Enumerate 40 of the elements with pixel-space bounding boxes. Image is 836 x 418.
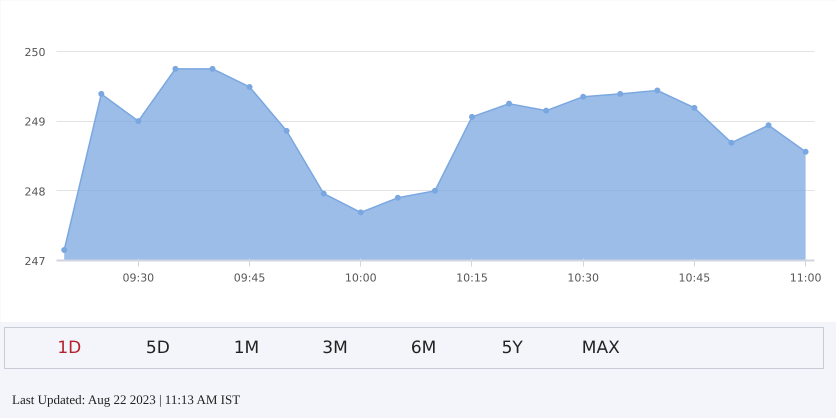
point: [543, 108, 550, 114]
point: [506, 100, 512, 107]
point: [210, 66, 216, 72]
point: [246, 84, 253, 90]
point: [135, 118, 142, 124]
point: [766, 122, 772, 128]
y-tick-label: 250: [24, 46, 46, 59]
x-tick-label: 09:30: [122, 272, 154, 284]
point: [580, 94, 586, 100]
point: [284, 128, 290, 134]
x-tick-label: 10:15: [456, 272, 488, 284]
point: [172, 66, 178, 72]
y-tick-label: 247: [24, 255, 46, 268]
y-tick-label: 249: [24, 116, 46, 129]
text: 1M: [232, 337, 260, 360]
point: [394, 194, 401, 201]
text: Last Updated: Aug 22 2023 | 11:13 AM IST: [12, 392, 240, 407]
point: [468, 114, 475, 120]
point: [98, 90, 104, 97]
x-tick-label: 09:45: [234, 272, 266, 284]
x-tick-label: 11:00: [790, 272, 822, 284]
text: 1D: [56, 337, 82, 360]
point: [61, 247, 68, 254]
point: [358, 209, 364, 216]
point: [728, 140, 734, 146]
point: [320, 190, 327, 197]
point: [617, 90, 624, 97]
point: [802, 148, 809, 155]
point: [654, 87, 660, 94]
text: 3M: [321, 337, 349, 360]
x-tick-label: 10:30: [567, 272, 600, 284]
y-tick-label: 248: [24, 185, 46, 198]
point: [432, 188, 438, 194]
point: [691, 104, 698, 111]
text: 6M: [410, 337, 438, 360]
text: 5D: [144, 337, 171, 360]
x-tick-label: 10:00: [344, 272, 377, 284]
x-tick-label: 10:45: [678, 272, 710, 284]
text: 5Y: [500, 337, 524, 360]
text: MAX: [580, 337, 621, 360]
